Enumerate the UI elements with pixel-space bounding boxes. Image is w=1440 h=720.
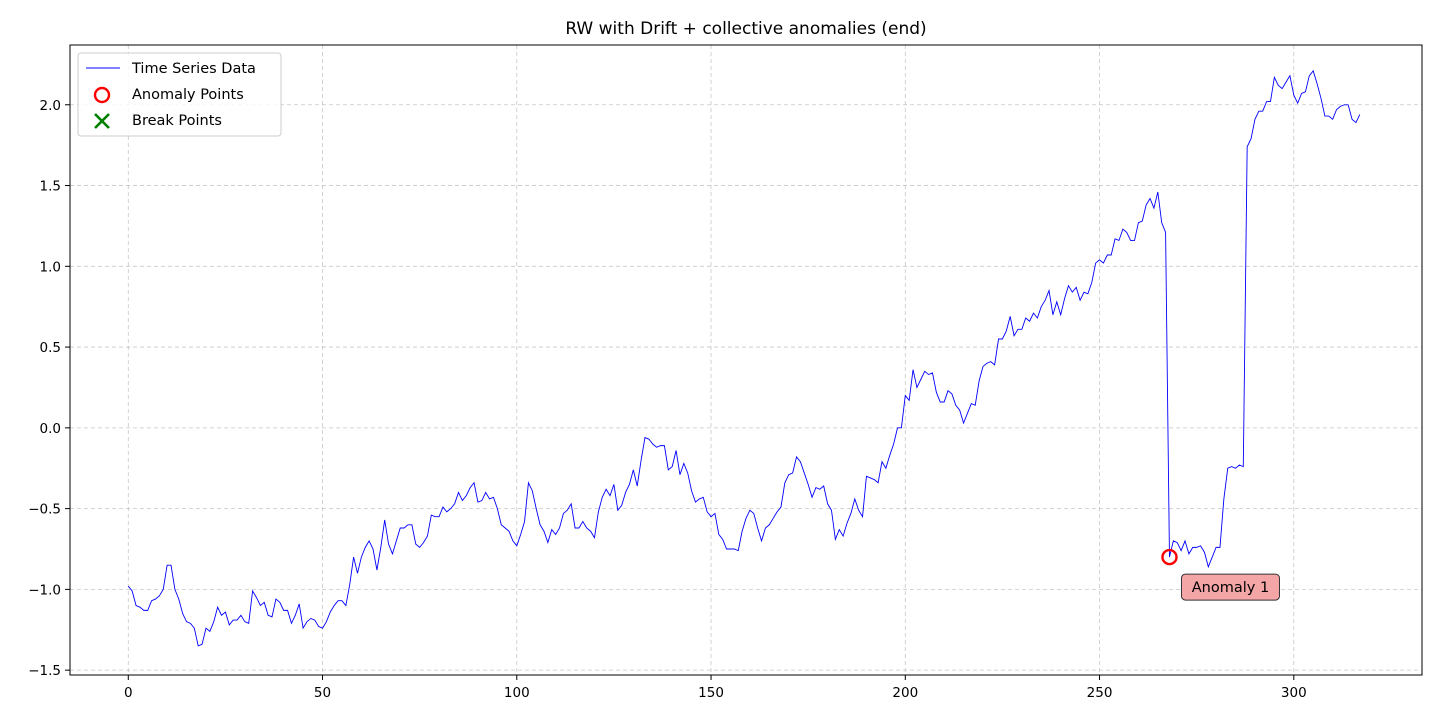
series-line xyxy=(127,69,1361,647)
legend-break-swatch xyxy=(94,113,110,129)
y-tick-label: 0.5 xyxy=(40,340,61,356)
chart-title: RW with Drift + collective anomalies (en… xyxy=(565,19,926,39)
x-tick-label: 300 xyxy=(1281,685,1307,701)
y-tick-label: −1.5 xyxy=(28,663,61,679)
anomaly-annotation-box xyxy=(1180,573,1280,601)
legend-series-label: Time Series Data xyxy=(131,61,256,77)
axes: 0 50 100 150 200 250 300 −1.5 −1.0 −0.5 0.0 0.5 1.0 1… xyxy=(28,98,1306,701)
anomaly-annotation-label: Anomaly 1 xyxy=(1192,580,1269,596)
x-tick-label: 150 xyxy=(698,685,724,701)
x-tick-label: 0 xyxy=(124,685,133,701)
y-tick-label: −0.5 xyxy=(28,502,61,518)
series-layer xyxy=(127,69,1361,647)
x-tick-label: 250 xyxy=(1087,685,1113,701)
anomaly-point xyxy=(1161,548,1178,566)
y-tick-label: 1.5 xyxy=(40,179,61,195)
y-tick-label: 1.0 xyxy=(40,259,61,275)
legend: Time Series Data Anomaly Points Break Po… xyxy=(77,52,282,137)
legend-anomaly-label: Anomaly Points xyxy=(132,87,244,103)
y-tick-label: −1.0 xyxy=(28,582,61,598)
y-tick-label: 0.0 xyxy=(40,421,61,437)
legend-break-label: Break Points xyxy=(132,113,222,129)
legend-box xyxy=(77,52,282,137)
anomaly-layer: Anomaly 1 xyxy=(1161,548,1280,601)
x-tick-label: 200 xyxy=(892,685,918,701)
grid xyxy=(70,45,1422,675)
x-tick-label: 100 xyxy=(504,685,530,701)
legend-anomaly-swatch xyxy=(93,86,111,104)
plot-frame xyxy=(69,44,1423,676)
y-tick-label: 2.0 xyxy=(40,98,61,114)
x-tick-label: 50 xyxy=(314,685,331,701)
